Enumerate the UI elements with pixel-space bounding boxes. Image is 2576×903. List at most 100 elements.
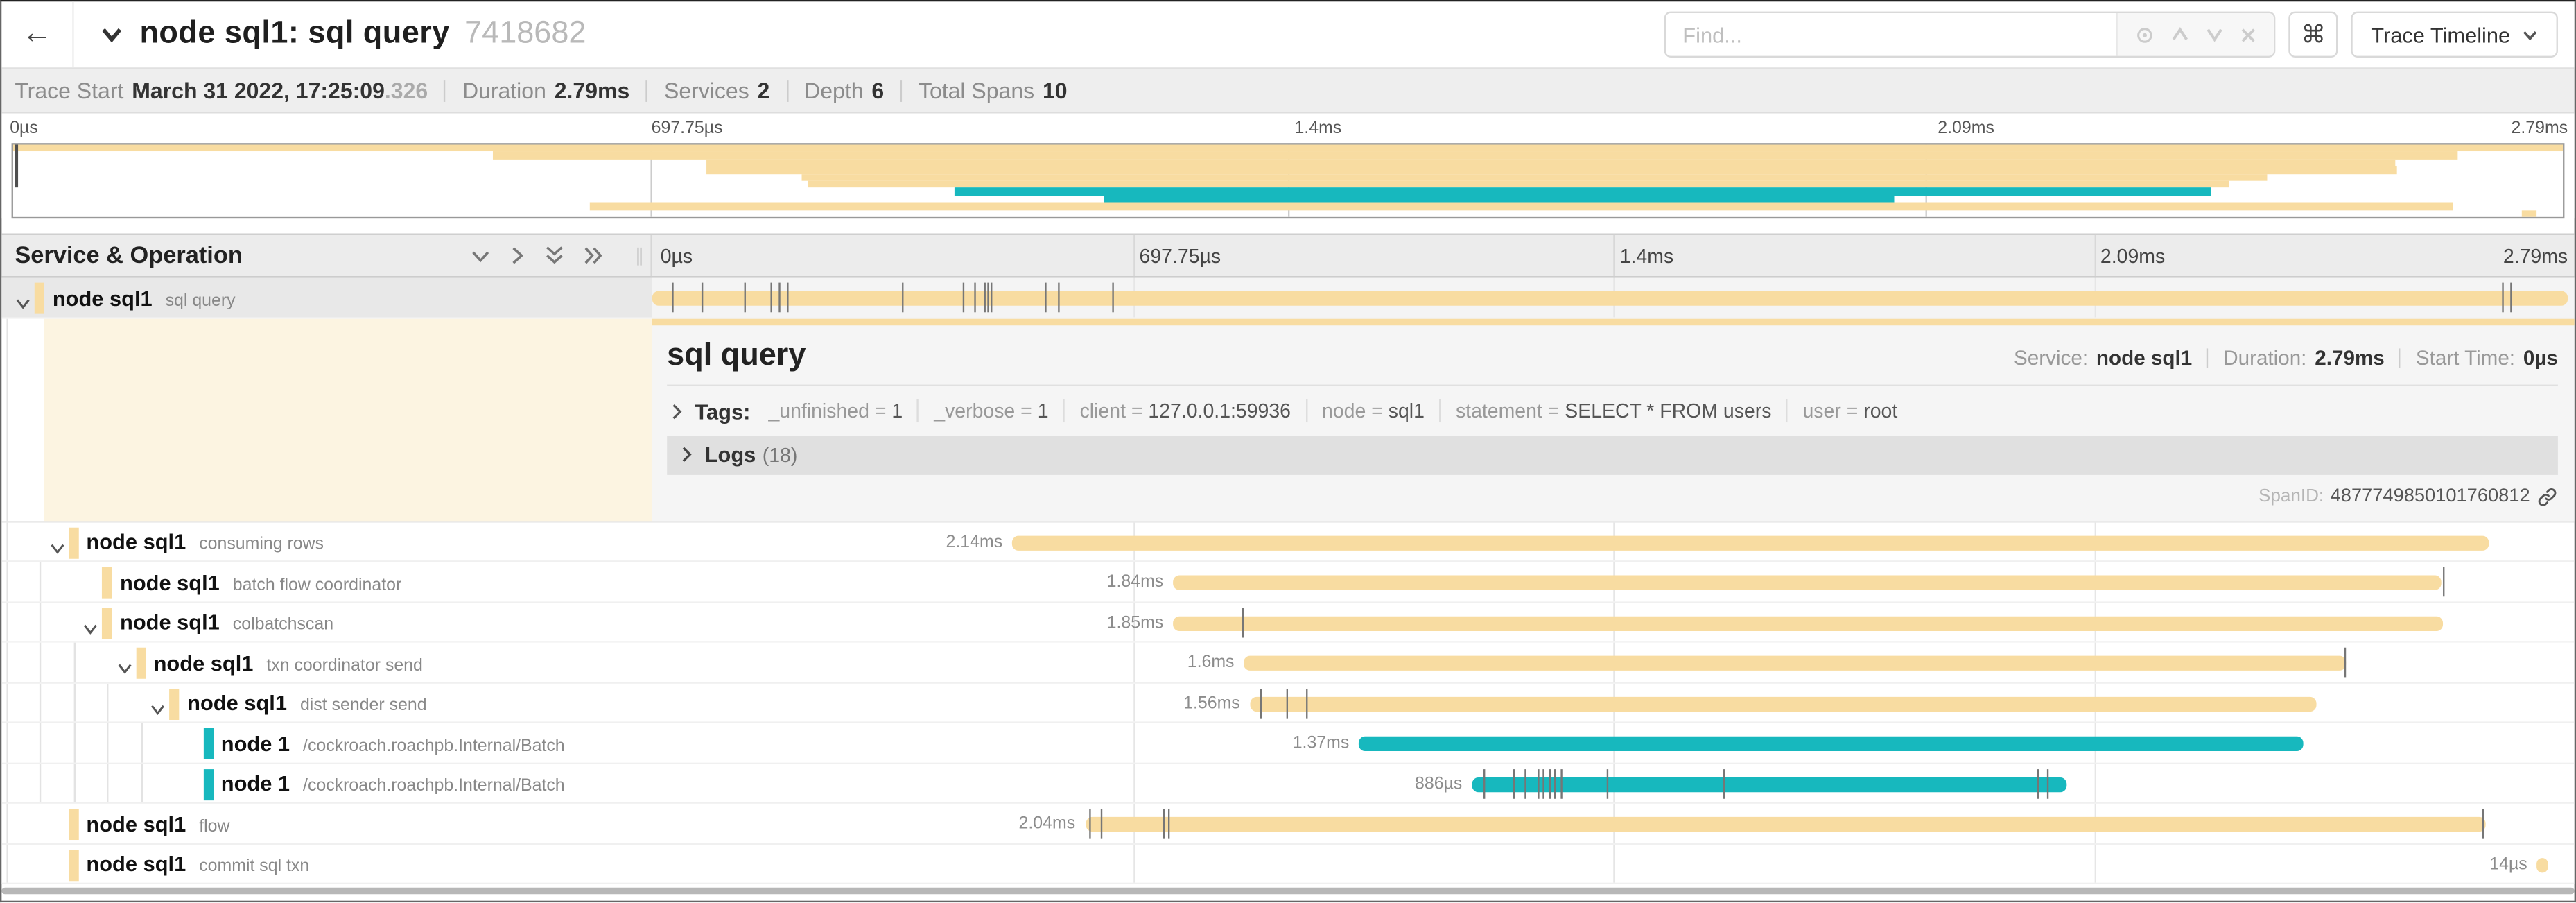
span-duration-label: 2.04ms bbox=[1018, 814, 1076, 834]
span-timeline-cell[interactable]: 1.84ms bbox=[652, 562, 2575, 601]
span-tree-item[interactable]: node sql1 sql query bbox=[1, 277, 652, 317]
tag-item: _verbose = 1 bbox=[917, 399, 1063, 423]
tags-accordion[interactable]: Tags: _unfinished = 1 _verbose = 1 client … bbox=[667, 386, 2558, 435]
span-service-name: node sql1 sql query bbox=[52, 285, 236, 310]
find-input[interactable] bbox=[1666, 12, 2116, 56]
span-timeline-cell[interactable]: 1.37ms bbox=[652, 723, 2575, 762]
chevron-down-icon[interactable] bbox=[15, 289, 31, 316]
keyboard-shortcuts-button[interactable]: ⌘ bbox=[2288, 11, 2338, 58]
log-marker-tick bbox=[2343, 647, 2346, 678]
horizontal-scrollbar[interactable] bbox=[1, 887, 2575, 895]
summary-separator bbox=[900, 79, 903, 101]
service-operation-title: Service & Operation bbox=[15, 242, 243, 269]
span-timeline-cell[interactable]: 2.14ms bbox=[652, 522, 2575, 561]
view-selector-button[interactable]: Trace Timeline bbox=[2351, 11, 2558, 58]
log-marker-tick bbox=[962, 282, 964, 313]
span-operation-name: consuming rows bbox=[199, 534, 324, 554]
timeline-tick-label: 0µs bbox=[660, 245, 693, 268]
timeline-tick-label: 2.79ms bbox=[2503, 245, 2568, 268]
tag-item: user = root bbox=[1786, 399, 1913, 423]
span-bar[interactable] bbox=[1085, 816, 2486, 832]
tree-guide-line bbox=[39, 602, 42, 642]
tag-key: node bbox=[1322, 399, 1366, 423]
chevron-down-icon[interactable] bbox=[82, 614, 98, 641]
span-bar[interactable] bbox=[1249, 696, 2317, 711]
minimap-span bbox=[2522, 209, 2538, 217]
span-tree-item[interactable]: node sql1 dist sender send bbox=[1, 682, 652, 722]
summary-separator bbox=[444, 79, 446, 101]
span-timeline-cell[interactable]: 1.56ms bbox=[652, 682, 2575, 722]
column-resizer-grip[interactable]: ∥ bbox=[634, 246, 646, 266]
span-timeline-cell[interactable]: 886µs bbox=[652, 763, 2575, 802]
span-bar[interactable] bbox=[1012, 535, 2489, 550]
chevron-down-icon[interactable] bbox=[49, 533, 65, 560]
span-timeline-cell[interactable]: 1.6ms bbox=[652, 642, 2575, 682]
span-tree-item[interactable]: node sql1 commit sql txn bbox=[1, 843, 652, 883]
grid-line bbox=[1133, 562, 1135, 601]
span-timeline-cell[interactable] bbox=[652, 277, 2575, 317]
span-timeline-cell[interactable]: 1.85ms bbox=[652, 602, 2575, 642]
clear-find-icon[interactable] bbox=[2240, 26, 2258, 44]
expand-one-icon[interactable] bbox=[510, 245, 526, 266]
minimap-scrubber-handle[interactable] bbox=[15, 144, 19, 188]
tree-guide-line bbox=[140, 723, 142, 762]
span-tree-item[interactable]: node 1/cockroach.roachpb.Internal/Batch bbox=[1, 723, 652, 762]
log-marker-tick bbox=[1286, 687, 1288, 718]
tree-guide-line bbox=[6, 723, 8, 762]
minimap-canvas[interactable] bbox=[11, 143, 2565, 219]
copy-link-icon[interactable] bbox=[2536, 485, 2558, 507]
log-marker-tick bbox=[1723, 768, 1725, 798]
log-marker-tick bbox=[702, 282, 704, 313]
minimap-grid-line bbox=[650, 144, 652, 217]
span-color-bar bbox=[68, 849, 78, 881]
meta-separator bbox=[2207, 347, 2209, 368]
expand-all-icon[interactable] bbox=[583, 245, 604, 266]
view-selector-label: Trace Timeline bbox=[2371, 22, 2511, 47]
span-bar[interactable] bbox=[1472, 776, 2066, 792]
span-tree-item[interactable]: node sql1 txn coordinator send bbox=[1, 642, 652, 682]
span-service-name: node sql1 flow bbox=[86, 811, 230, 836]
span-tree-item[interactable]: node sql1 colbatchscan bbox=[1, 602, 652, 642]
logs-count: (18) bbox=[762, 442, 798, 466]
span-bar[interactable] bbox=[1173, 615, 2444, 630]
log-marker-tick bbox=[1100, 808, 1102, 839]
chevron-down-icon[interactable] bbox=[150, 694, 166, 721]
tree-guide-line bbox=[6, 522, 8, 561]
span-operation-name: sql query bbox=[165, 290, 236, 310]
logs-accordion[interactable]: Logs (18) bbox=[667, 434, 2558, 474]
log-marker-tick bbox=[786, 282, 788, 313]
collapse-one-icon[interactable] bbox=[470, 248, 491, 264]
collapse-all-icon[interactable] bbox=[543, 245, 565, 266]
minimap-span bbox=[801, 173, 2268, 181]
tag-key: _verbose bbox=[934, 399, 1016, 423]
span-duration-label: 1.37ms bbox=[1292, 732, 1350, 753]
meta-label: Service: bbox=[2014, 345, 2089, 370]
span-timeline-cell[interactable]: 14µs bbox=[652, 843, 2575, 883]
span-bar[interactable] bbox=[1173, 575, 2442, 590]
span-row: node 1/cockroach.roachpb.Internal/Batch 1… bbox=[1, 723, 2575, 764]
meta-value: node sql1 bbox=[2096, 345, 2193, 370]
collapse-trace-chevron[interactable] bbox=[101, 26, 123, 43]
timeline-tick-label: 697.75µs bbox=[1139, 245, 1221, 268]
span-tree-item[interactable]: node sql1 consuming rows bbox=[1, 522, 652, 561]
next-match-icon[interactable] bbox=[2205, 26, 2225, 43]
back-button[interactable]: ← bbox=[1, 1, 74, 68]
span-bar[interactable] bbox=[2536, 857, 2549, 872]
span-bar[interactable] bbox=[652, 291, 2568, 306]
tag-item: client = 127.0.0.1:59936 bbox=[1063, 399, 1305, 423]
span-bar[interactable] bbox=[1359, 736, 2304, 752]
span-timeline-cell[interactable]: 2.04ms bbox=[652, 803, 2575, 843]
span-operation-name: /cockroach.roachpb.Internal/Batch bbox=[303, 735, 565, 755]
prev-match-icon[interactable] bbox=[2170, 26, 2190, 43]
log-marker-tick bbox=[2510, 282, 2512, 313]
chevron-down-icon[interactable] bbox=[116, 654, 132, 681]
tree-guide-line bbox=[140, 763, 142, 802]
locate-icon[interactable] bbox=[2134, 24, 2156, 45]
span-tree-item[interactable]: node 1/cockroach.roachpb.Internal/Batch bbox=[1, 763, 652, 802]
span-tree-item[interactable]: node sql1 batch flow coordinator bbox=[1, 562, 652, 601]
tree-guide-line bbox=[6, 763, 8, 802]
span-row: node sql1 batch flow coordinator 1.84ms bbox=[1, 562, 2575, 603]
span-row: node sql1 flow 2.04ms bbox=[1, 803, 2575, 844]
span-bar[interactable] bbox=[1244, 655, 2346, 671]
span-tree-item[interactable]: node sql1 flow bbox=[1, 803, 652, 843]
